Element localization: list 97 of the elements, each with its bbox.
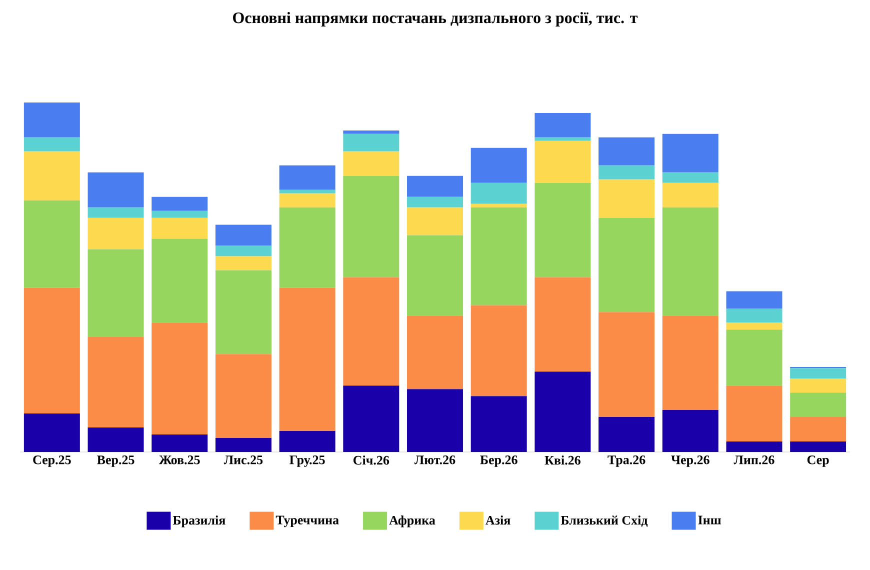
bar [598, 312, 655, 418]
bar [470, 396, 527, 452]
bar [790, 368, 846, 379]
bar [534, 372, 591, 452]
bar [598, 179, 655, 218]
bar [215, 438, 272, 452]
bar [343, 130, 400, 134]
bar [726, 308, 782, 323]
x-tick-label: Гру.25 [290, 456, 325, 467]
bar [470, 204, 527, 208]
bar [152, 210, 208, 218]
bar [407, 389, 464, 452]
legend-label: Бразилія [172, 516, 226, 528]
chart-title: Основні напрямки постачань дизпального з росії, тис. т [233, 12, 638, 26]
bar [24, 200, 80, 288]
bar [215, 256, 272, 270]
bar [279, 193, 336, 208]
bar [470, 207, 527, 306]
bar [215, 270, 272, 354]
bar [662, 410, 718, 452]
bar [598, 218, 655, 312]
x-tick-label: Тра.26 [608, 456, 646, 467]
legend-label: Близький Схід [560, 516, 648, 527]
bar [343, 176, 400, 278]
bar [279, 207, 336, 288]
bar [726, 442, 782, 452]
x-tick-label: Сер.25 [33, 456, 71, 467]
x-tick-label: Кві.26 [544, 456, 580, 465]
x-tick-label: Сер [807, 456, 829, 467]
bar [598, 417, 655, 452]
bar [88, 207, 144, 218]
bar [662, 134, 718, 172]
bar [662, 316, 718, 410]
bar [343, 151, 400, 176]
bar [726, 330, 782, 386]
legend-label: Азія [486, 516, 510, 525]
bar [88, 336, 144, 428]
bar [407, 235, 464, 316]
bar [790, 392, 846, 418]
bar [470, 182, 527, 204]
bar [534, 182, 591, 278]
bar [215, 246, 272, 256]
bar [279, 288, 336, 432]
bar [343, 277, 400, 386]
legend-label: Інш [698, 516, 721, 524]
bar [407, 176, 464, 197]
bar [790, 417, 846, 442]
bar [215, 354, 272, 438]
x-tick-label: Лют.26 [414, 456, 456, 464]
bar [279, 431, 336, 452]
x-tick-label: Бер.26 [480, 456, 518, 467]
bar [152, 218, 208, 239]
x-tick-label: Лис.25 [224, 456, 263, 464]
bar [662, 172, 718, 183]
bar [343, 386, 400, 452]
bar [726, 291, 782, 309]
bar [279, 190, 336, 194]
bar [88, 249, 144, 337]
bar [598, 165, 655, 180]
bar [279, 165, 336, 190]
bar [152, 322, 208, 435]
bar [343, 134, 400, 152]
x-tick-label: Чер.26 [671, 456, 710, 467]
bar [726, 386, 782, 442]
bar [24, 288, 80, 414]
bar [790, 442, 846, 452]
bar [88, 172, 144, 208]
bar [470, 305, 527, 396]
bar [88, 428, 144, 452]
bar [152, 196, 208, 211]
bar [534, 140, 591, 183]
bar [534, 137, 591, 141]
bar [662, 207, 718, 316]
bar [152, 434, 208, 452]
legend-label: Африка [389, 516, 436, 528]
bar [598, 137, 655, 166]
x-tick-label: Лип.26 [734, 456, 774, 464]
bar [662, 182, 718, 208]
bar [24, 414, 80, 452]
bar [24, 137, 80, 152]
bar [407, 207, 464, 236]
bar [215, 224, 272, 246]
bar [534, 277, 591, 372]
x-tick-label: Січ.26 [353, 456, 390, 465]
bar [790, 378, 846, 393]
legend-label: Туреччина [276, 516, 339, 528]
bar [407, 196, 464, 208]
bar [407, 316, 464, 390]
bar [88, 218, 144, 250]
bar [470, 148, 527, 183]
bar [24, 151, 80, 200]
bar [24, 102, 80, 138]
bar [726, 322, 782, 330]
bar [534, 112, 591, 138]
x-tick-label: Жов.25 [158, 456, 200, 464]
bar [152, 238, 208, 323]
x-tick-label: Вер.25 [97, 456, 134, 467]
